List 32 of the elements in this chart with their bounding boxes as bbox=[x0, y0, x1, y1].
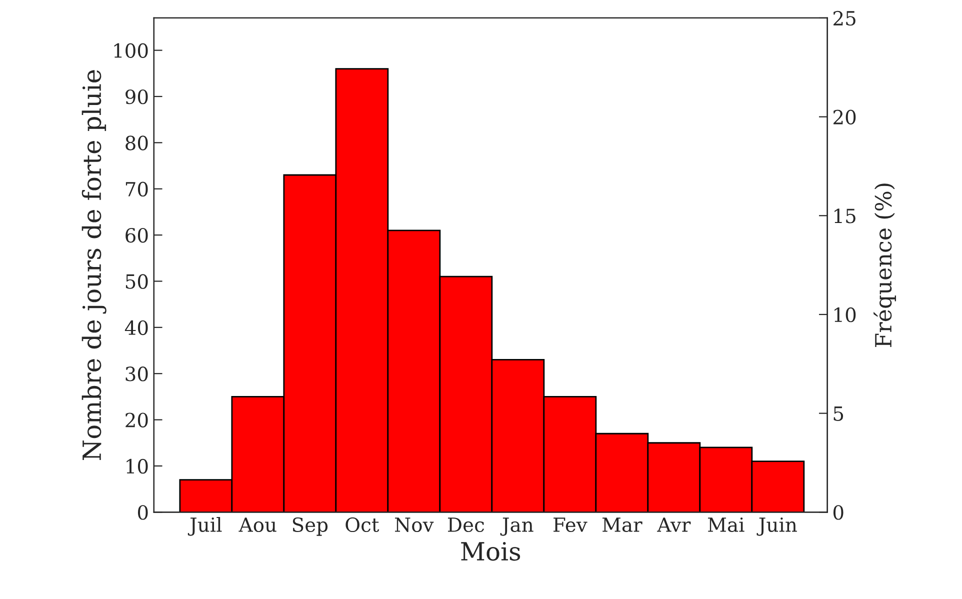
x-tick-label: Aou bbox=[238, 518, 276, 532]
x-tick-label: Nov bbox=[395, 518, 434, 532]
x-tick-label: Juin bbox=[756, 517, 797, 536]
x-tick-label: Juil bbox=[188, 517, 222, 536]
y-axis-title: Nombre de jours de forte pluie bbox=[82, 70, 106, 460]
y-tick-label: 10 bbox=[126, 458, 148, 474]
y-tick-label: 80 bbox=[126, 136, 148, 150]
x-tick-label: Mai bbox=[708, 517, 744, 532]
y2-tick-label: 10 bbox=[834, 307, 856, 322]
y-tick-label: 90 bbox=[126, 89, 148, 104]
y2-tick-label: 25 bbox=[834, 10, 856, 26]
y2-tick-label: 20 bbox=[834, 110, 856, 124]
x-tick-label: Mar bbox=[602, 518, 642, 532]
y-tick-label: 0 bbox=[138, 505, 148, 520]
y-tick-label: 50 bbox=[126, 274, 148, 289]
y-tick-label: 20 bbox=[126, 412, 148, 428]
x-tick-label: Jan bbox=[500, 518, 534, 536]
y2-tick-label: 15 bbox=[834, 208, 856, 224]
y-tick-label: 70 bbox=[126, 182, 148, 197]
x-tick-label: Dec bbox=[448, 518, 484, 532]
y-tick-label: 30 bbox=[126, 366, 148, 382]
y2-tick-label: 0 bbox=[833, 505, 844, 520]
y2-axis-title: Fréquence (%) bbox=[874, 184, 896, 347]
x-axis-title: Mois bbox=[461, 542, 520, 561]
y2-tick-label: 5 bbox=[834, 406, 844, 421]
x-tick-label: Fev bbox=[554, 518, 588, 532]
y-tick-label: 60 bbox=[126, 228, 148, 243]
x-tick-label: Oct bbox=[346, 517, 380, 532]
x-tick-label: Sep bbox=[292, 517, 328, 536]
y-tick-label: 40 bbox=[124, 320, 148, 336]
x-tick-label: Avr bbox=[657, 518, 691, 532]
y-tick-label: 100 bbox=[114, 43, 148, 58]
